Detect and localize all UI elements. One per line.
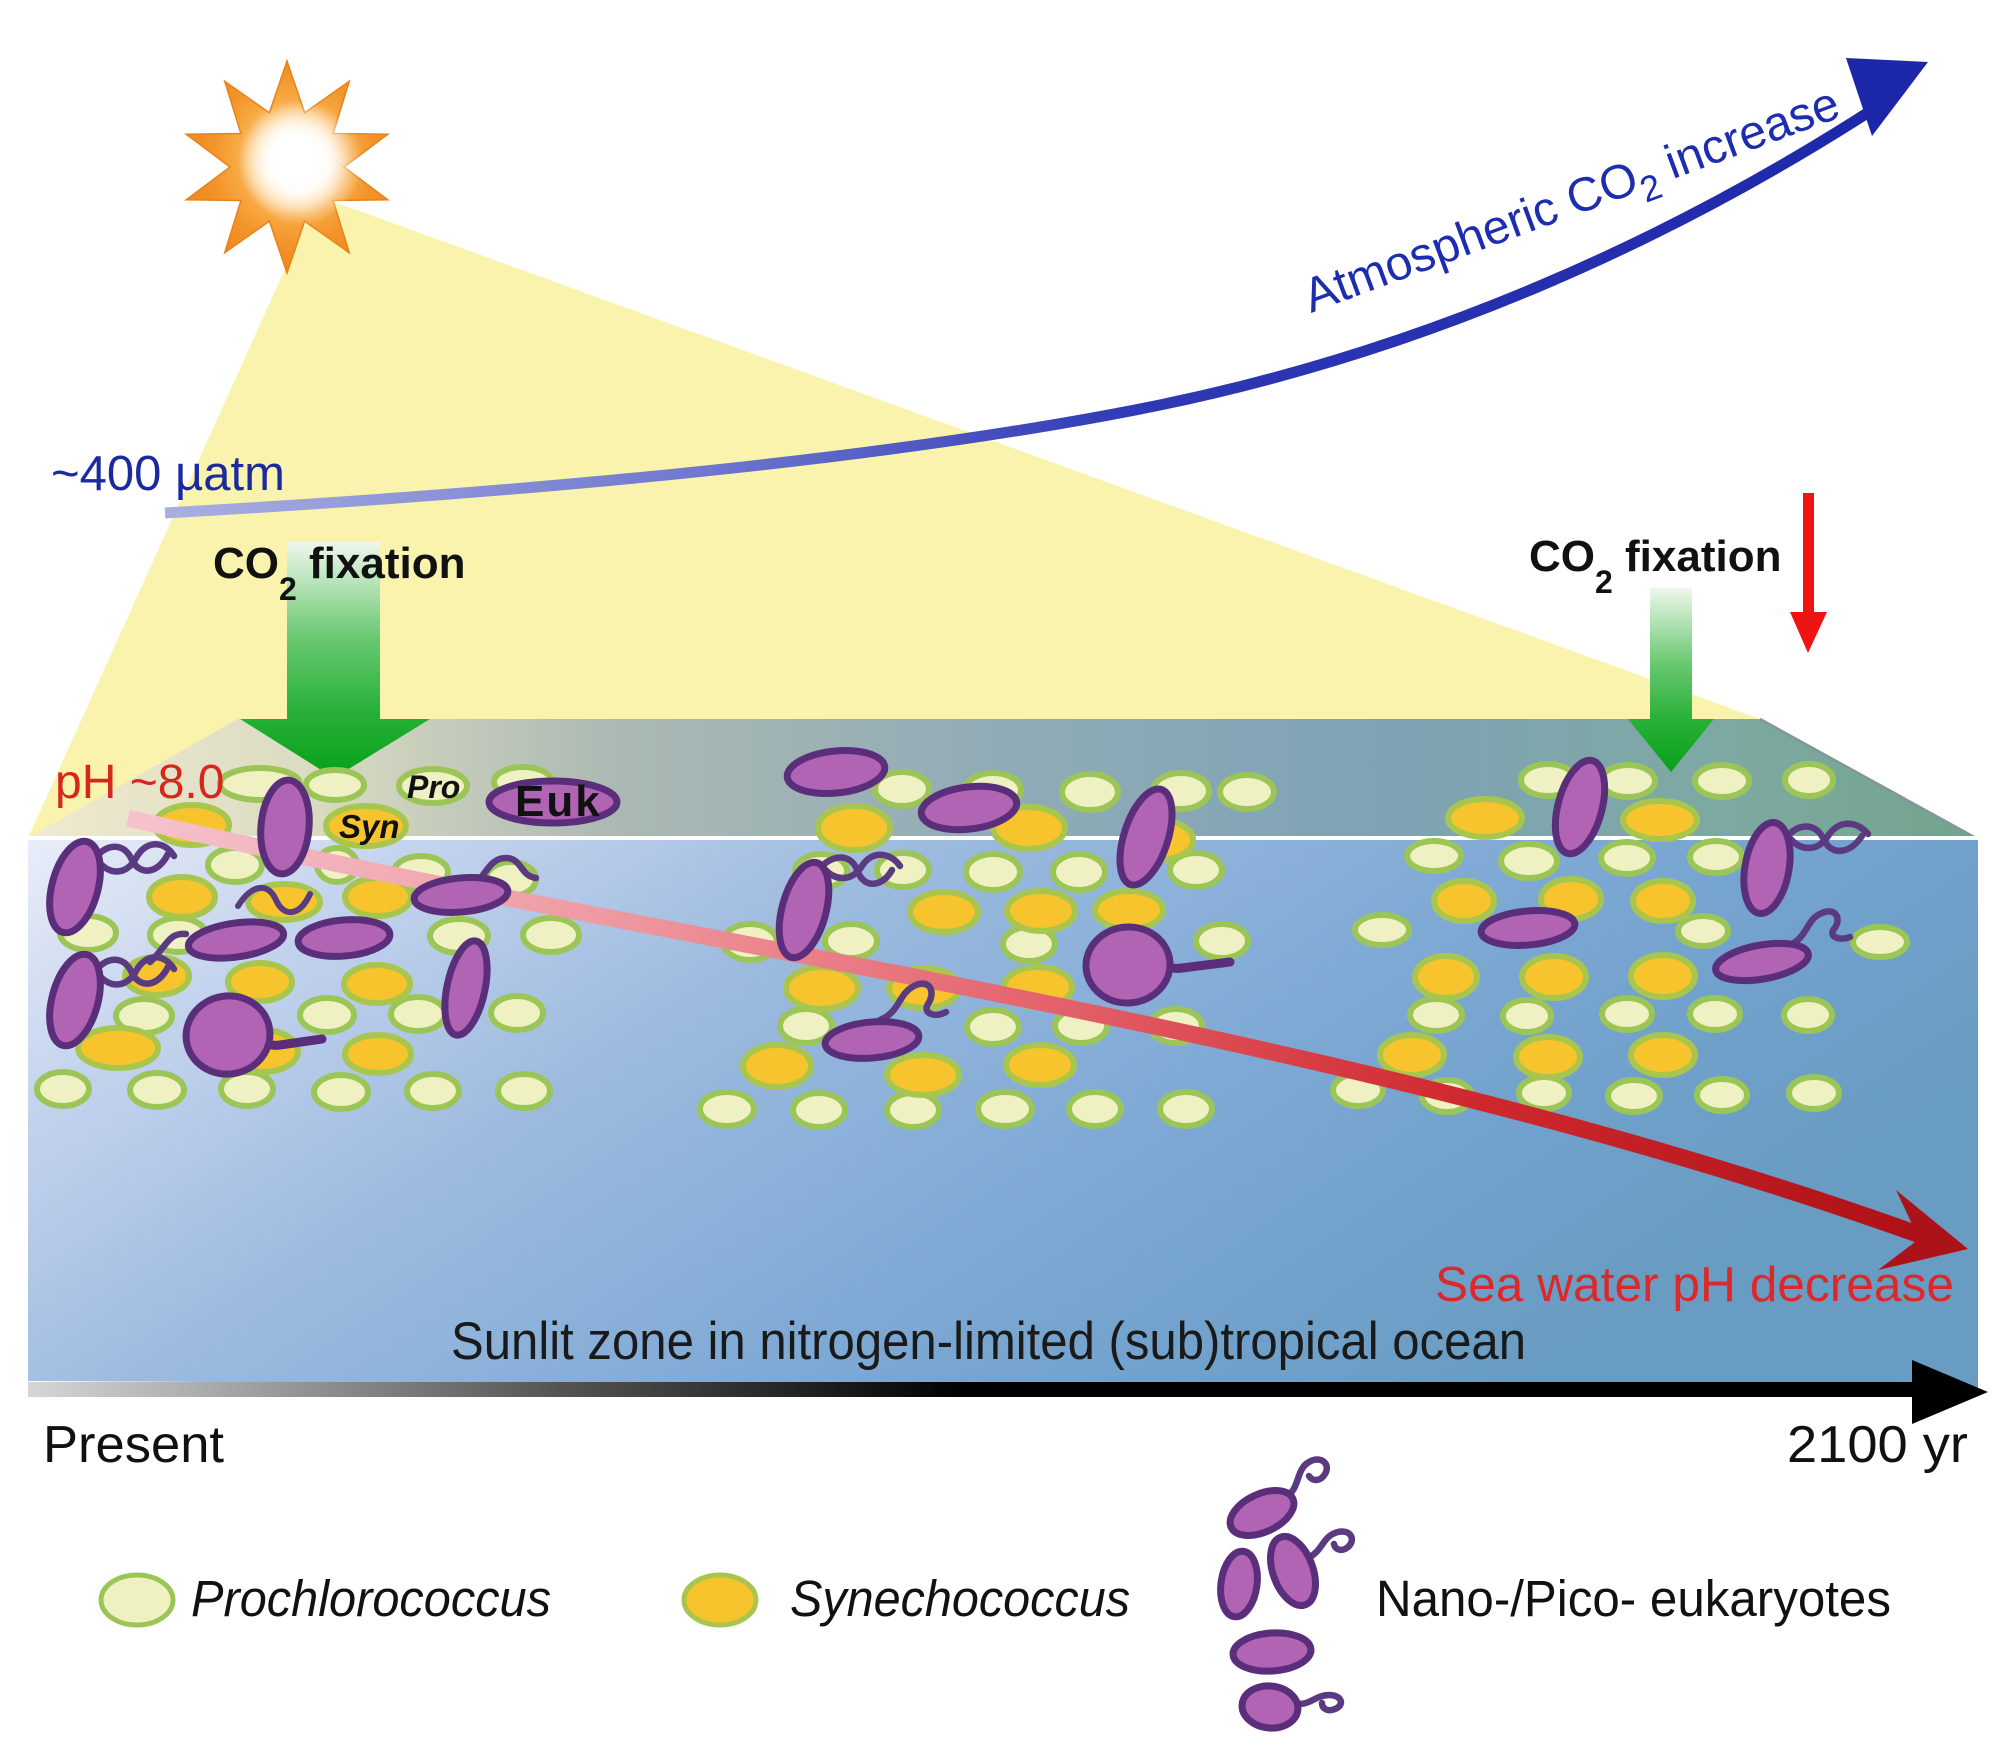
svg-text:Euk: Euk: [515, 777, 602, 826]
svg-text:Present: Present: [43, 1416, 225, 1474]
svg-text:Sea water pH decrease: Sea water pH decrease: [1435, 1258, 1954, 1312]
svg-text:2100 yr: 2100 yr: [1787, 1416, 1968, 1474]
svg-text:Sunlit zone in nitrogen-limite: Sunlit zone in nitrogen-limited (sub)tro…: [451, 1312, 1526, 1371]
svg-text:~400 µatm: ~400 µatm: [51, 447, 285, 501]
svg-text:Syn: Syn: [339, 808, 400, 845]
svg-text:pH ~8.0: pH ~8.0: [55, 756, 224, 809]
svg-text:Synechococcus: Synechococcus: [790, 1570, 1130, 1627]
svg-text:Pro: Pro: [407, 769, 460, 805]
svg-text:Prochlorococcus: Prochlorococcus: [191, 1570, 551, 1627]
svg-text:Nano-/Pico- eukaryotes: Nano-/Pico- eukaryotes: [1376, 1570, 1891, 1627]
